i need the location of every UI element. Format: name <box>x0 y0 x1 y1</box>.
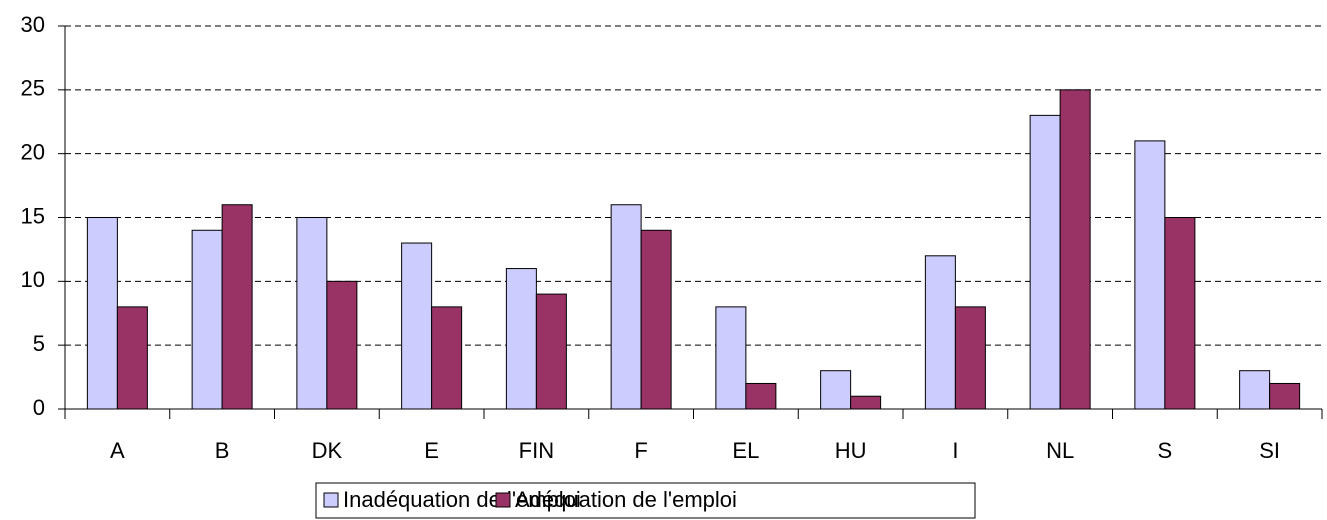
bar <box>535 293 567 410</box>
bar <box>745 382 777 410</box>
bar <box>715 306 747 410</box>
legend-label: Adéquation de l'emploi <box>515 487 737 512</box>
legend-swatch <box>495 492 511 508</box>
bar <box>1269 382 1301 410</box>
y-tick-label: 5 <box>33 331 45 356</box>
y-tick-label: 15 <box>21 203 45 228</box>
x-tick-label: F <box>634 438 647 463</box>
x-tick-label: I <box>952 438 958 463</box>
legend-box <box>315 482 976 519</box>
bar <box>191 229 223 410</box>
legend-label: Inadéquation de l'emploi <box>343 487 581 512</box>
bar <box>820 370 852 410</box>
bar <box>116 306 148 410</box>
x-tick-label: B <box>215 438 230 463</box>
bar <box>401 242 433 410</box>
bar <box>1029 114 1061 410</box>
bar <box>924 255 956 410</box>
bar <box>850 395 882 410</box>
x-tick-label: FIN <box>519 438 554 463</box>
x-tick-label: HU <box>835 438 867 463</box>
bar <box>610 204 642 410</box>
bar <box>86 217 118 410</box>
bar <box>221 204 253 410</box>
x-tick-label: A <box>110 438 125 463</box>
bar <box>326 280 358 410</box>
x-tick-label: EL <box>732 438 759 463</box>
y-tick-label: 25 <box>21 76 45 101</box>
bar <box>1164 217 1196 410</box>
bar <box>954 306 986 410</box>
y-tick-label: 10 <box>21 267 45 292</box>
bar <box>1134 140 1166 410</box>
y-tick-label: 20 <box>21 139 45 164</box>
x-tick-label: DK <box>312 438 343 463</box>
x-tick-label: NL <box>1046 438 1074 463</box>
y-tick-label: 30 <box>21 12 45 37</box>
y-tick-label: 0 <box>33 395 45 420</box>
x-tick-label: SI <box>1259 438 1280 463</box>
bar <box>505 268 537 410</box>
bar <box>640 229 672 410</box>
x-tick-label: E <box>424 438 439 463</box>
bar <box>296 217 328 410</box>
bar <box>1239 370 1271 410</box>
bar <box>431 306 463 410</box>
bar <box>1059 89 1091 410</box>
legend-swatch <box>323 492 339 508</box>
x-tick-label: S <box>1158 438 1173 463</box>
